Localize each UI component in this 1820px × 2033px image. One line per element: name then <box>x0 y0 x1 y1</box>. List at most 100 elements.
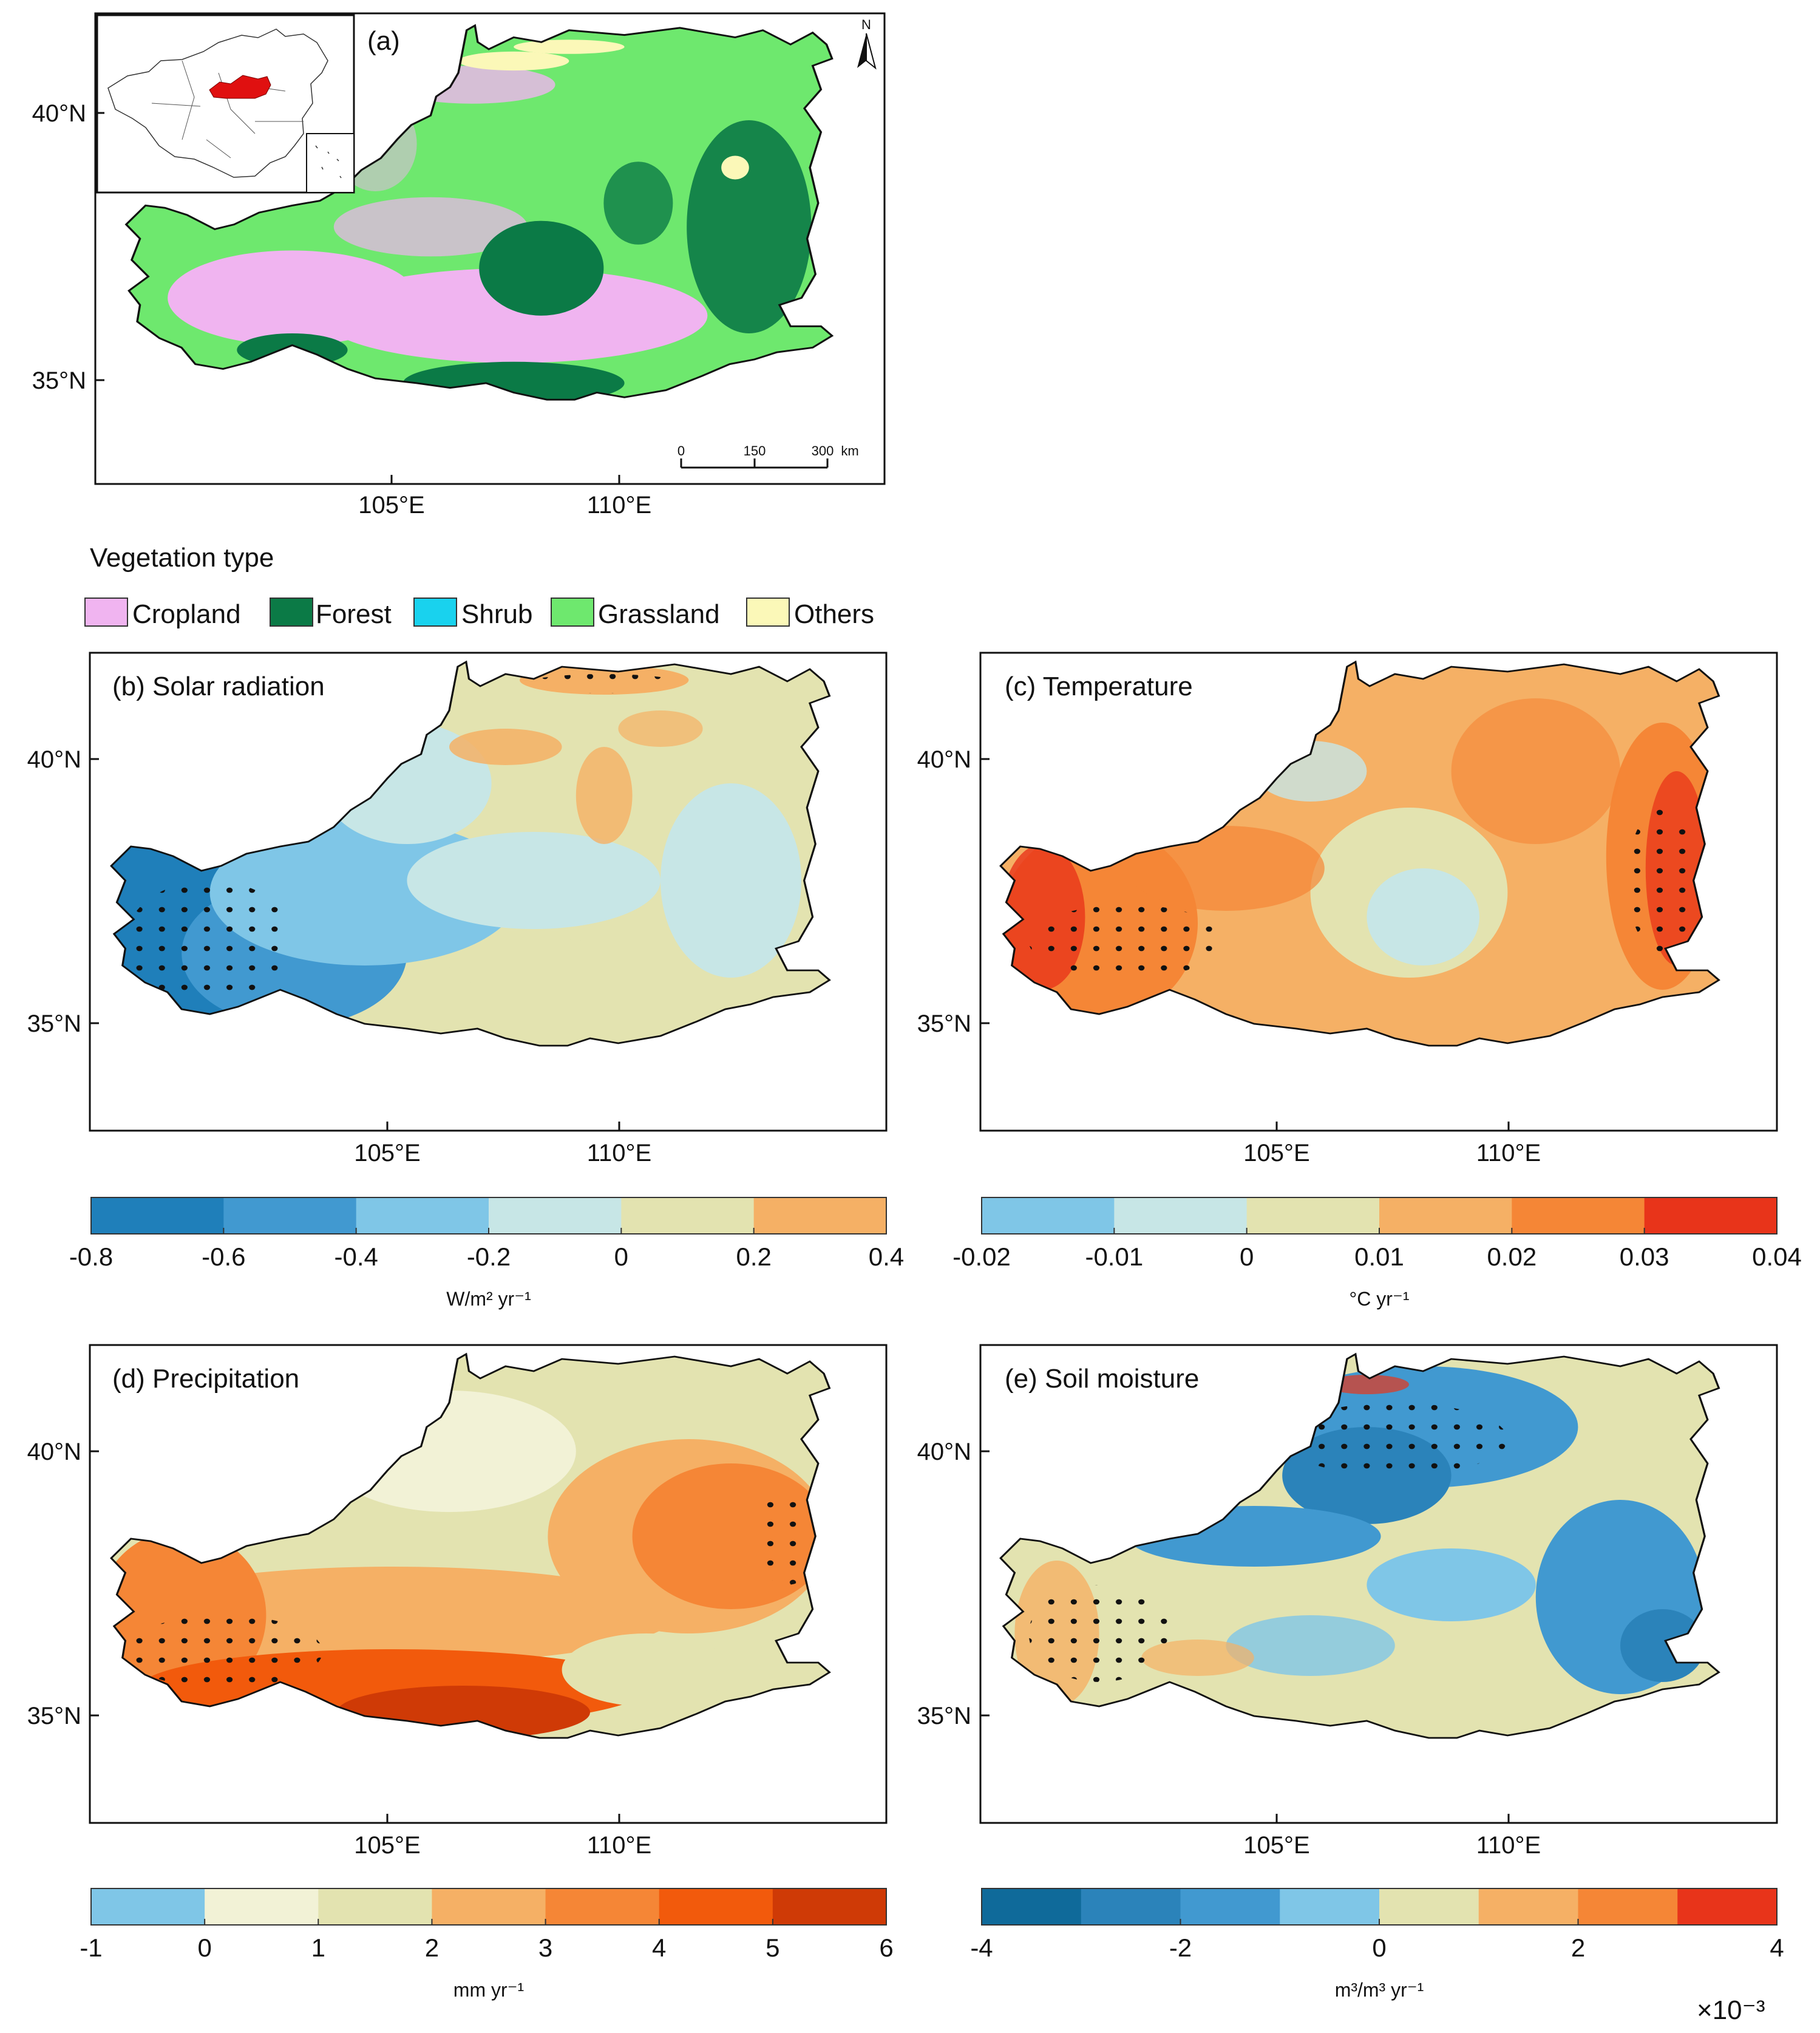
legend-item-cropland: Cropland <box>84 598 241 629</box>
colorbar-tick-label: 1 <box>311 1933 325 1962</box>
colorbar-segment <box>223 1197 357 1234</box>
svg-text:Shrub: Shrub <box>461 599 532 629</box>
panel-e: (e) Soil moisture 40°N 35°N 105°E 110°E … <box>917 1344 1784 2025</box>
panel-d-title: (d) Precipitation <box>112 1364 299 1394</box>
lat-tick-35: 35°N <box>27 1010 81 1037</box>
colorbar-tick-label: -0.4 <box>334 1242 378 1271</box>
colorbar-segment <box>545 1888 660 1925</box>
colorbar-tick-label: 0.01 <box>1354 1242 1404 1271</box>
panel-c-title: (c) Temperature <box>1005 672 1193 701</box>
colorbar-segment <box>91 1888 205 1925</box>
panel-b: (b) Solar radiation 40°N 35°N 105°E 110°… <box>27 652 904 1310</box>
north-arrow-icon: N <box>857 17 877 70</box>
lon-tick-110: 110°E <box>587 1140 651 1166</box>
lon-tick-105: 105°E <box>358 492 424 519</box>
panel-b-colorbar: -0.8 -0.6 -0.4 -0.2 0 0.2 0.4 W/m² yr⁻¹ <box>69 1197 904 1310</box>
colorbar-tick-label: 0 <box>1240 1242 1254 1271</box>
panel-b-title: (b) Solar radiation <box>112 672 325 701</box>
panel-c-colorbar: -0.02 -0.01 0 0.01 0.02 0.03 0.04 °C yr⁻¹ <box>952 1197 1802 1310</box>
colorbar-segment <box>1246 1197 1380 1234</box>
scale-bar: 0 150 300 km <box>677 443 859 469</box>
panel-d: (d) Precipitation 40°N 35°N 105°E 110°E … <box>27 1344 894 2001</box>
panel-a: (a) N 0 150 300 km 40°N 35°N 105°E 110°E <box>32 12 886 519</box>
colorbar-tick-label: -2 <box>1169 1933 1192 1962</box>
colorbar-tick-label: 0 <box>1372 1933 1386 1962</box>
panel-a-label: (a) <box>367 26 400 56</box>
china-outline <box>107 29 328 178</box>
colorbar-segment <box>1114 1197 1248 1234</box>
colorbar-unit: mm yr⁻¹ <box>453 1979 524 2001</box>
colorbar-tick-label: 0.04 <box>1752 1242 1802 1271</box>
lat-tick-35: 35°N <box>27 1703 81 1729</box>
colorbar-segment <box>91 1197 224 1234</box>
legend-item-others: Others <box>746 598 874 629</box>
colorbar-segment <box>318 1888 432 1925</box>
panel-e-map <box>999 1353 1720 1739</box>
inset-map <box>96 14 355 194</box>
colorbar-segment <box>659 1888 773 1925</box>
colorbar-tick-label: -0.6 <box>202 1242 245 1271</box>
lat-tick-40: 40°N <box>917 1439 971 1465</box>
south-china-sea-box <box>306 133 355 193</box>
colorbar-tick-label: -0.02 <box>952 1242 1011 1271</box>
colorbar-tick-label: 3 <box>538 1933 552 1962</box>
lon-tick-105: 105°E <box>354 1832 420 1859</box>
lat-tick-40: 40°N <box>32 100 86 127</box>
colorbar-segment <box>982 1888 1082 1925</box>
panel-d-map <box>110 1353 831 1739</box>
colorbar-segment <box>205 1888 319 1925</box>
colorbar-segment <box>621 1197 755 1234</box>
colorbar-tick-label: 5 <box>766 1933 779 1962</box>
lon-tick-110: 110°E <box>587 1832 651 1859</box>
lat-tick-35: 35°N <box>917 1010 971 1037</box>
panel-c: (c) Temperature 40°N 35°N 105°E 110°E -0… <box>917 652 1802 1310</box>
colorbar-segment <box>753 1197 887 1234</box>
colorbar-tick-label: 4 <box>652 1933 666 1962</box>
lat-tick-35: 35°N <box>32 367 86 394</box>
lat-tick-35: 35°N <box>917 1703 971 1729</box>
colorbar-segment <box>1280 1888 1380 1925</box>
colorbar-segment <box>982 1197 1115 1234</box>
colorbar-tick-label: -0.01 <box>1085 1242 1143 1271</box>
panel-d-colorbar: -1 0 1 2 3 4 5 6 mm yr⁻¹ <box>80 1888 894 2001</box>
lon-tick-105: 105°E <box>1243 1832 1309 1859</box>
colorbar-segment <box>1578 1888 1678 1925</box>
colorbar-segment <box>1677 1888 1778 1925</box>
colorbar-segment <box>1644 1197 1778 1234</box>
colorbar-tick-label: -1 <box>80 1933 102 1962</box>
colorbar-unit: m³/m³ yr⁻¹ <box>1335 1979 1424 2001</box>
colorbar-tick-label: 0 <box>197 1933 211 1962</box>
colorbar-segment <box>1180 1888 1280 1925</box>
colorbar-segment <box>1512 1197 1645 1234</box>
colorbar-tick-label: 0.2 <box>736 1242 771 1271</box>
panel-e-title: (e) Soil moisture <box>1005 1364 1199 1394</box>
svg-text:N: N <box>861 17 871 32</box>
svg-text:0: 0 <box>677 443 685 458</box>
lon-tick-110: 110°E <box>1476 1832 1541 1859</box>
colorbar-segment <box>1081 1888 1181 1925</box>
colorbar-segment <box>489 1197 622 1234</box>
colorbar-tick-label: -0.2 <box>467 1242 511 1271</box>
colorbar-tick-label: 0.02 <box>1487 1242 1536 1271</box>
lon-tick-105: 105°E <box>1243 1140 1309 1166</box>
svg-text:Forest: Forest <box>316 599 392 629</box>
lat-tick-40: 40°N <box>27 1439 81 1465</box>
lon-tick-105: 105°E <box>354 1140 420 1166</box>
svg-text:km: km <box>841 443 858 458</box>
lat-tick-40: 40°N <box>27 746 81 773</box>
colorbar-tick-label: 0 <box>614 1242 628 1271</box>
svg-text:300: 300 <box>812 443 834 458</box>
colorbar-tick-label: 6 <box>879 1933 893 1962</box>
colorbar-unit: °C yr⁻¹ <box>1350 1288 1410 1310</box>
colorbar-segment <box>1379 1197 1512 1234</box>
legend-title: Vegetation type <box>90 543 274 573</box>
colorbar-multiplier: ×10⁻³ <box>1697 1995 1765 2025</box>
vegetation-legend: Vegetation type Cropland Forest Shrub Gr… <box>84 543 874 629</box>
svg-text:Cropland: Cropland <box>132 599 241 629</box>
legend-item-grassland: Grassland <box>551 598 720 629</box>
legend-item-forest: Forest <box>270 598 392 629</box>
svg-text:150: 150 <box>744 443 766 458</box>
colorbar-tick-label: -4 <box>970 1933 993 1962</box>
lon-tick-110: 110°E <box>587 492 651 519</box>
colorbar-segment <box>1478 1888 1578 1925</box>
